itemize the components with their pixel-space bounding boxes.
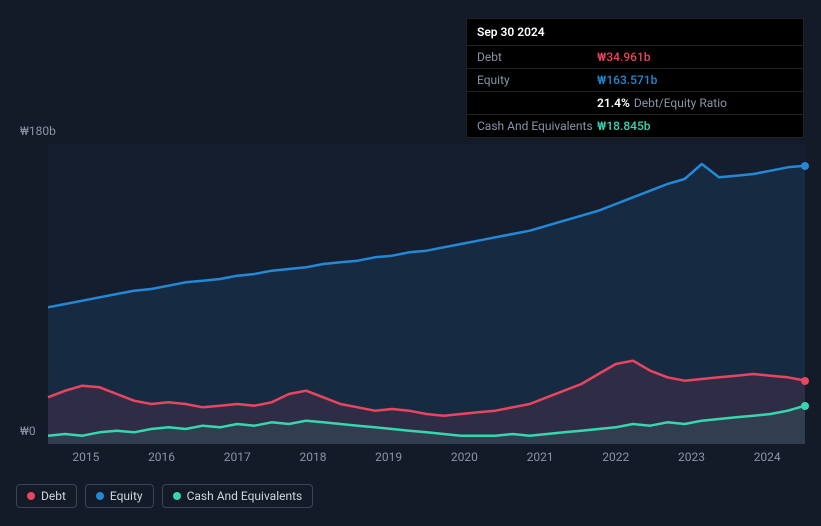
tooltip-row-label: Equity <box>477 71 597 89</box>
legend-item-cash-and-equivalents[interactable]: Cash And Equivalents <box>162 484 314 508</box>
chart-svg <box>16 144 805 444</box>
chart-tooltip: Sep 30 2024 Debt₩34.961bEquity₩163.571b2… <box>466 18 804 138</box>
series-endpoint-dot <box>801 377 809 385</box>
x-axis-tick-label: 2019 <box>351 450 427 464</box>
tooltip-title: Sep 30 2024 <box>467 19 803 46</box>
legend-dot-icon <box>27 492 35 500</box>
tooltip-row-value: 21.4% Debt/Equity Ratio <box>597 94 727 112</box>
x-axis-labels: 2015201620172018201920202021202220232024 <box>48 450 805 464</box>
legend-dot-icon <box>173 492 181 500</box>
x-axis-tick-label: 2018 <box>275 450 351 464</box>
x-axis-tick-label: 2020 <box>427 450 503 464</box>
tooltip-row: 21.4% Debt/Equity Ratio <box>467 92 803 115</box>
x-axis-tick-label: 2015 <box>48 450 124 464</box>
x-axis-tick-label: 2017 <box>199 450 275 464</box>
legend-item-label: Equity <box>110 489 143 503</box>
legend-item-equity[interactable]: Equity <box>85 484 154 508</box>
tooltip-row: Debt₩34.961b <box>467 46 803 69</box>
legend-item-label: Debt <box>41 489 66 503</box>
tooltip-row-value: ₩34.961b <box>597 48 651 66</box>
series-endpoint-dot <box>801 402 809 410</box>
tooltip-row-value: ₩163.571b <box>597 71 657 89</box>
tooltip-ratio-label: Debt/Equity Ratio <box>634 96 727 110</box>
x-axis-tick-label: 2016 <box>124 450 200 464</box>
y-axis-max-label: ₩180b <box>20 124 56 138</box>
tooltip-row-label <box>477 94 597 112</box>
series-endpoint-dot <box>801 162 809 170</box>
x-axis-tick-label: 2021 <box>502 450 578 464</box>
tooltip-row-label: Cash And Equivalents <box>477 117 597 135</box>
x-axis-tick-label: 2023 <box>654 450 730 464</box>
tooltip-row-label: Debt <box>477 48 597 66</box>
chart-area <box>16 144 805 448</box>
x-axis-tick-label: 2024 <box>729 450 805 464</box>
legend-item-label: Cash And Equivalents <box>187 489 303 503</box>
legend-item-debt[interactable]: Debt <box>16 484 77 508</box>
chart-legend: Debt Equity Cash And Equivalents <box>16 484 313 508</box>
tooltip-row-value: ₩18.845b <box>597 117 651 135</box>
legend-dot-icon <box>96 492 104 500</box>
x-axis-tick-label: 2022 <box>578 450 654 464</box>
tooltip-row: Cash And Equivalents₩18.845b <box>467 115 803 137</box>
tooltip-row: Equity₩163.571b <box>467 69 803 92</box>
tooltip-ratio-value: 21.4% <box>597 96 630 110</box>
